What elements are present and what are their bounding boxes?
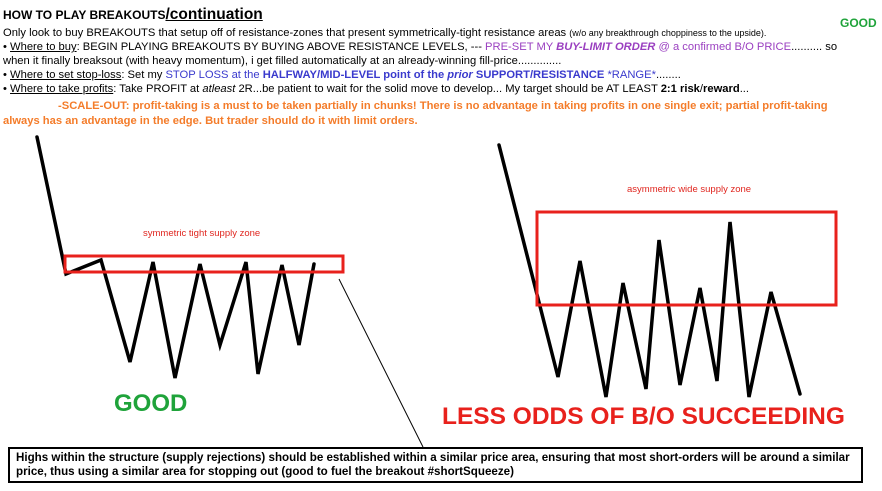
right-caption: LESS ODDS OF B/O SUCCEEDING <box>442 403 845 430</box>
scale-out-line: -SCALE-OUT: profit-taking is a must to b… <box>58 100 828 112</box>
note-box: Highs within the structure (supply rejec… <box>8 447 863 483</box>
left-supply-zone <box>63 254 345 274</box>
bullet: • <box>3 69 11 81</box>
where-to-buy-label: Where to buy <box>10 41 77 53</box>
ellipsis-text: ... <box>739 83 750 95</box>
range-text: *RANGE* <box>607 69 656 81</box>
buy-limit-text: BUY-LIMIT ORDER <box>556 41 656 53</box>
stop-loss-label: Where to set stop-loss <box>10 69 122 81</box>
preset-text: PRE-SET MY <box>485 41 557 53</box>
note-text: Highs within the structure (supply rejec… <box>16 451 850 479</box>
slash-text: / <box>699 83 703 95</box>
fill-price-line: when it finally breaksout (with heavy mo… <box>3 55 562 67</box>
left-price-path <box>35 135 316 379</box>
stop-loss-line: • Where to set stop-loss: Set my STOP LO… <box>3 69 681 83</box>
connector-line <box>338 278 424 448</box>
dots-text: ........ <box>655 69 681 81</box>
scale-out-line-2: always has an advantage in the edge. But… <box>3 115 418 127</box>
atleast-text: atleast <box>202 83 236 95</box>
stop-loss-text: : Set my <box>121 69 166 81</box>
title-continuation: /continuation <box>165 6 263 23</box>
title-main: HOW TO PLAY BREAKOUTS <box>3 8 166 22</box>
so-text: .......... so <box>791 41 838 53</box>
reward-text: reward <box>703 83 740 95</box>
stop-loss-at: STOP LOSS at the <box>165 69 263 81</box>
intro-line: Only look to buy BREAKOUTS that setup of… <box>3 27 766 41</box>
bullet: • <box>3 41 11 53</box>
where-to-buy-text: : BEGIN PLAYING BREAKOUTS BY BUYING ABOV… <box>76 41 486 53</box>
right-supply-zone <box>535 210 838 307</box>
take-profit-line: • Where to take profits: Take PROFIT at … <box>3 83 749 97</box>
bullet: • <box>3 83 11 95</box>
support-resistance-text: SUPPORT/RESISTANCE <box>472 69 608 81</box>
page-title: HOW TO PLAY BREAKOUTS/continuation <box>3 6 263 24</box>
intro-note: (w/o any breakthrough choppiness to the … <box>569 28 767 38</box>
take-profit-body: 2R...be patient to wait for the solid mo… <box>235 83 661 95</box>
left-caption: GOOD <box>114 390 187 417</box>
right-zone-label: asymmetric wide supply zone <box>627 184 751 195</box>
take-profit-label: Where to take profits <box>10 83 114 95</box>
where-to-buy-line: • Where to buy: BEGIN PLAYING BREAKOUTS … <box>3 41 837 55</box>
take-profit-text: : Take PROFIT at <box>113 83 203 95</box>
prior-text: prior <box>447 69 473 81</box>
ratio-text: 2:1 <box>660 83 677 95</box>
risk-text: risk <box>676 83 700 95</box>
confirmed-bo-text: @ a confirmed B/O PRICE <box>655 41 792 53</box>
good-corner-label: GOOD <box>840 16 877 30</box>
intro-text: Only look to buy BREAKOUTS that setup of… <box>3 27 570 39</box>
left-zone-label: symmetric tight supply zone <box>143 228 260 239</box>
right-price-path <box>497 143 802 398</box>
halfway-text: HALFWAY/MID-LEVEL point of the <box>262 69 448 81</box>
